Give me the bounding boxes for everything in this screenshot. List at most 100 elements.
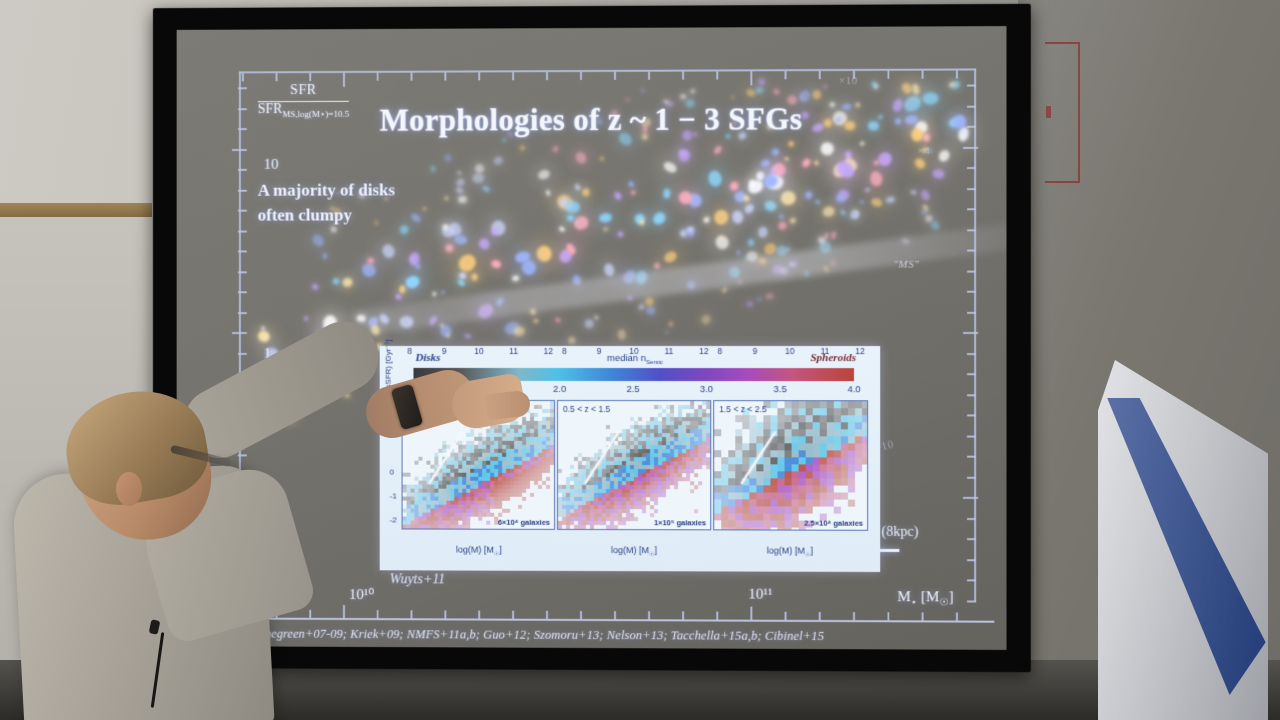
heatmap-cell xyxy=(414,460,419,465)
y-axis-fraction-label: SFR SFRMS,log(M⋆)=10.5 xyxy=(257,83,350,120)
y-axis-tick-right xyxy=(967,517,977,520)
heatmap-cell xyxy=(840,464,848,472)
heatmap-cell xyxy=(798,478,806,486)
heatmap-cell xyxy=(721,478,729,486)
galaxy-stamp xyxy=(471,272,479,281)
heatmap-cell xyxy=(770,450,778,458)
inset-y-axis-label: log(sSFR) [Gyr⁻¹] xyxy=(383,339,393,402)
colorbar-tick-label: 1.0 xyxy=(406,383,421,395)
galaxy-stamp xyxy=(663,187,671,198)
galaxy-stamp xyxy=(747,238,755,247)
inset-x-tick-label: 11 xyxy=(820,346,830,357)
wall-lower-panel xyxy=(0,217,150,720)
x-axis-tick-top xyxy=(955,70,958,79)
inset-x-axis-label: log(M) [M☉] xyxy=(611,545,658,559)
galaxy-stamp xyxy=(644,296,655,307)
y-tick-label-1: 1 xyxy=(263,345,272,362)
y-axis-tick xyxy=(237,413,247,416)
heatmap-cell xyxy=(833,506,841,514)
inset-y-tick-0: 0 xyxy=(389,467,395,477)
heatmap-cell xyxy=(756,478,764,486)
heatmap-cell xyxy=(735,485,743,493)
heatmap-cell xyxy=(749,443,757,451)
heatmap-cell xyxy=(784,527,792,531)
heatmap-cell xyxy=(721,464,729,472)
galaxy-stamp xyxy=(920,209,927,216)
inset-panels: 0.0 < z < 0.5 6×10⁴ galaxies 0.5 < z < 1.5… xyxy=(401,399,869,531)
heatmap-cell xyxy=(735,436,743,444)
heatmap-cell xyxy=(742,527,750,531)
heatmap-cell xyxy=(784,436,792,444)
heatmap-cell xyxy=(862,422,869,430)
heatmap-cell xyxy=(812,471,820,479)
galaxy-stamp xyxy=(784,157,790,161)
heatmap-cell xyxy=(742,506,750,514)
heatmap-cell xyxy=(418,528,423,530)
y-axis-tick xyxy=(237,168,247,171)
heatmap-cell xyxy=(597,529,602,531)
heatmap-cell xyxy=(784,443,792,451)
galaxy-stamp xyxy=(873,159,880,166)
galaxy-stamp xyxy=(545,189,551,197)
heatmap-cell xyxy=(422,528,427,530)
galaxy-stamp xyxy=(571,213,591,232)
main-sequence-label: "MS" xyxy=(893,258,920,271)
x-axis-tick-top xyxy=(682,71,685,80)
heatmap-cell xyxy=(840,401,848,409)
heatmap-cell xyxy=(784,401,792,409)
heatmap-cell xyxy=(819,478,827,486)
heatmap-cell xyxy=(826,471,834,479)
heatmap-cell xyxy=(749,422,757,430)
y-axis-tick xyxy=(237,556,247,559)
galaxy-stamp xyxy=(512,275,520,282)
heatmap-cell xyxy=(826,422,834,430)
colorbar-right-label: Spheroids xyxy=(810,352,857,365)
heatmap-cell xyxy=(819,492,827,500)
galaxy-stamp xyxy=(582,188,590,197)
x-axis-tick-top xyxy=(921,70,924,79)
galaxy-stamp xyxy=(746,300,754,308)
heatmap-cell xyxy=(438,528,443,530)
galaxy-stamp xyxy=(442,153,452,163)
heatmap-cell xyxy=(770,415,778,423)
heatmap-cell xyxy=(833,492,841,500)
galaxy-stamp xyxy=(875,149,895,169)
galaxy-stamp xyxy=(535,244,554,264)
heatmap-cell xyxy=(826,443,834,451)
y-axis-tick-right xyxy=(962,146,979,149)
heatmap-cell xyxy=(812,492,820,500)
colorbar-ticks: 1.0 1.5 2.0 2.5 3.0 3.5 4.0 xyxy=(394,384,875,396)
heatmap-cell xyxy=(854,422,863,430)
heatmap-cell xyxy=(770,492,778,500)
heatmap-cell xyxy=(763,429,771,437)
heatmap-cell xyxy=(833,401,841,409)
heatmap-cell xyxy=(784,499,792,507)
heatmap-cell xyxy=(721,527,729,531)
heatmap-cell xyxy=(742,485,750,493)
galaxy-stamp xyxy=(878,114,883,120)
y-axis-tick xyxy=(231,148,247,151)
heatmap-cell xyxy=(798,485,806,493)
colorbar-tick-label: 2.5 xyxy=(626,384,640,396)
heatmap-cell xyxy=(406,472,411,477)
x-axis-tick-bottom xyxy=(444,610,447,619)
galaxy-stamp xyxy=(935,148,952,165)
x-axis-label: M⋆ [M☉] xyxy=(897,589,954,609)
galaxy-stamp xyxy=(566,335,577,346)
heatmap-cell xyxy=(777,450,785,458)
x-axis-tick-top xyxy=(241,73,244,82)
galaxy-stamp xyxy=(890,98,904,114)
heatmap-cell xyxy=(728,464,736,472)
x-axis-tick-bottom xyxy=(716,611,719,620)
galaxy-stamp xyxy=(573,150,589,166)
heatmap-cell xyxy=(756,527,764,531)
heatmap-cell xyxy=(728,513,736,521)
heatmap-cell xyxy=(847,471,855,479)
galaxy-stamp xyxy=(918,188,931,203)
heatmap-cell xyxy=(847,422,855,430)
inset-x-tick-label: 9 xyxy=(752,346,758,357)
heatmap-cell xyxy=(763,464,771,472)
heatmap-cell xyxy=(784,408,792,416)
heatmap-cell xyxy=(749,436,757,444)
heatmap-cell xyxy=(478,516,483,521)
